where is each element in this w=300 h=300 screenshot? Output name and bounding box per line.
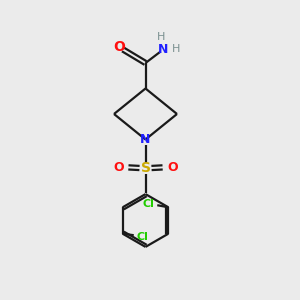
Text: N: N [140, 133, 151, 146]
Text: Cl: Cl [143, 199, 155, 209]
Text: O: O [113, 40, 125, 53]
Text: O: O [167, 161, 178, 174]
Text: H: H [157, 32, 165, 42]
Text: Cl: Cl [136, 232, 148, 242]
Text: S: S [140, 161, 151, 175]
Text: N: N [158, 43, 168, 56]
Text: H: H [172, 44, 180, 54]
Text: O: O [113, 161, 124, 174]
